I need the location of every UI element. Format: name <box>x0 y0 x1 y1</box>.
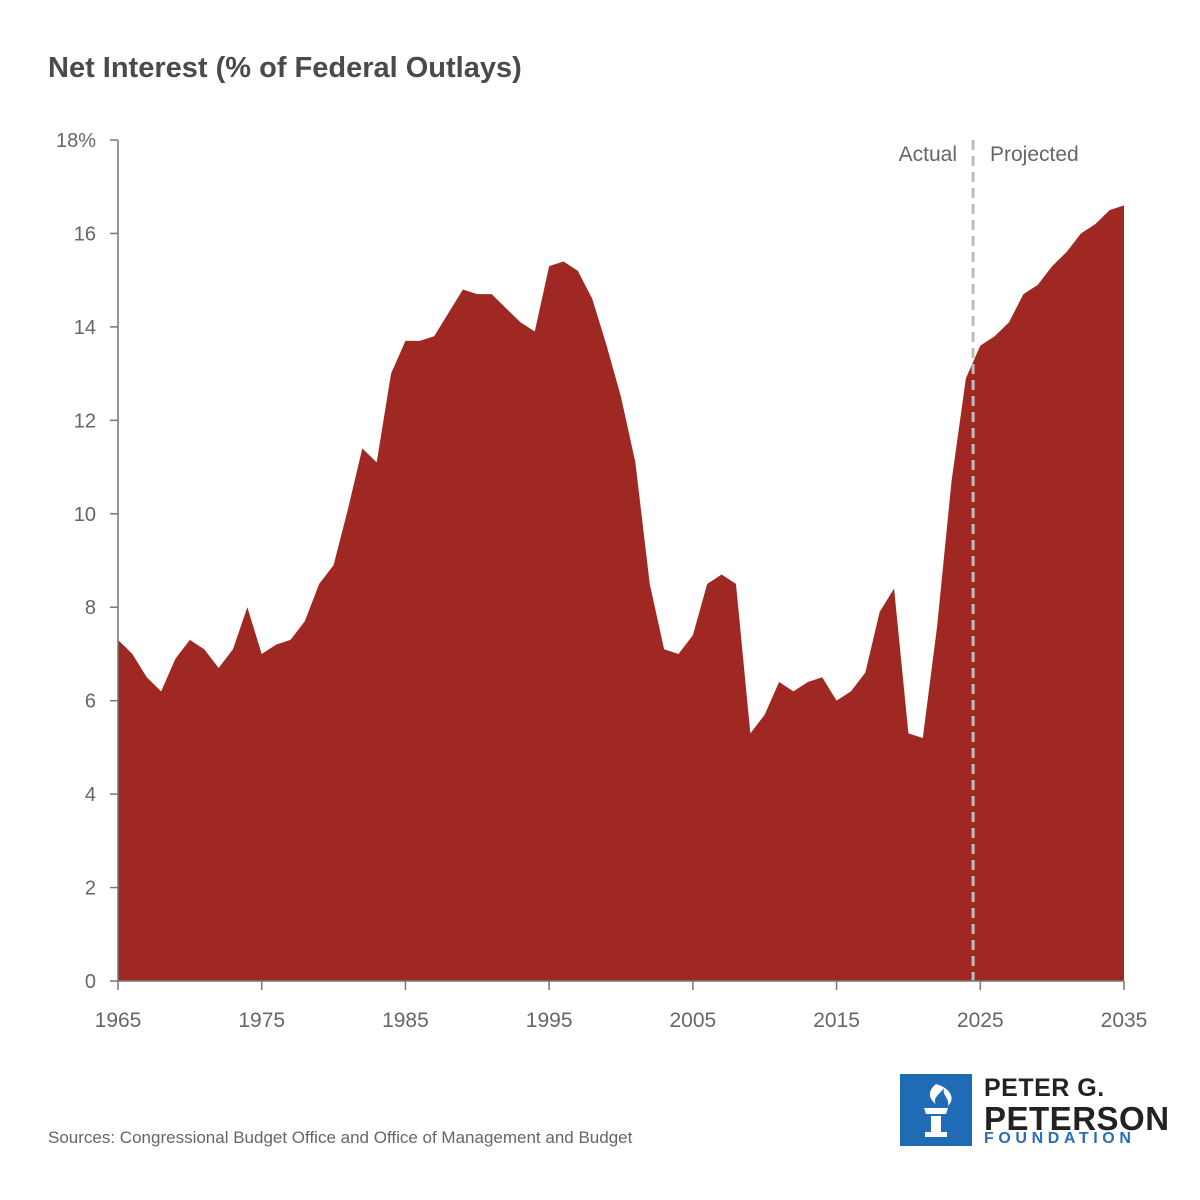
data-point-2016 <box>848 688 854 694</box>
x-tick-label-2005: 2005 <box>669 1009 716 1032</box>
data-point-1988 <box>446 310 452 316</box>
x-tick-label-2035: 2035 <box>1101 1009 1148 1032</box>
data-point-2009 <box>747 730 753 736</box>
net-interest-area <box>118 205 1124 981</box>
data-point-2010 <box>762 712 768 718</box>
data-point-2012 <box>790 688 796 694</box>
data-point-1999 <box>604 343 610 349</box>
data-point-1972 <box>216 665 222 671</box>
data-point-2031 <box>1064 249 1070 255</box>
y-tick-label-16: 16 <box>74 223 96 245</box>
data-point-1986 <box>417 338 423 344</box>
data-point-1995 <box>546 263 552 269</box>
data-point-2013 <box>805 679 811 685</box>
y-tick-label-4: 4 <box>85 784 96 806</box>
data-point-2017 <box>862 670 868 676</box>
logo-text-line1: PETER G. <box>984 1074 1105 1102</box>
data-point-1991 <box>489 291 495 297</box>
data-point-1981 <box>345 506 351 512</box>
data-point-2035 <box>1121 202 1127 208</box>
y-tick-label-0: 0 <box>85 971 96 993</box>
data-point-2024 <box>963 375 969 381</box>
data-point-2004 <box>675 651 681 657</box>
y-tick-label-6: 6 <box>85 691 96 713</box>
data-point-2022 <box>934 623 940 629</box>
data-point-1970 <box>187 637 193 643</box>
x-tick-label-1975: 1975 <box>238 1009 285 1032</box>
data-point-2015 <box>834 698 840 704</box>
data-point-1973 <box>230 646 236 652</box>
data-point-2034 <box>1107 207 1113 213</box>
data-point-2030 <box>1049 263 1055 269</box>
data-point-2002 <box>647 581 653 587</box>
x-tick-label-2015: 2015 <box>813 1009 860 1032</box>
data-point-2006 <box>704 581 710 587</box>
data-point-1976 <box>273 642 279 648</box>
data-point-1984 <box>388 371 394 377</box>
data-point-1983 <box>374 459 380 465</box>
data-point-1971 <box>201 646 207 652</box>
data-point-2026 <box>992 333 998 339</box>
data-point-1975 <box>259 651 265 657</box>
data-point-1982 <box>359 445 365 451</box>
data-point-2021 <box>920 735 926 741</box>
data-point-2025 <box>977 343 983 349</box>
data-point-2027 <box>1006 319 1012 325</box>
y-tick-label-12: 12 <box>74 410 96 432</box>
data-point-1990 <box>474 291 480 297</box>
data-point-1979 <box>316 581 322 587</box>
data-point-2008 <box>733 581 739 587</box>
chart-title: Net Interest (% of Federal Outlays) <box>48 52 522 84</box>
x-tick-label-2025: 2025 <box>957 1009 1004 1032</box>
data-point-2032 <box>1078 230 1084 236</box>
data-point-1998 <box>589 296 595 302</box>
data-point-1997 <box>575 268 581 274</box>
data-point-1985 <box>402 338 408 344</box>
data-point-2020 <box>905 730 911 736</box>
data-point-2029 <box>1035 282 1041 288</box>
data-point-1989 <box>460 287 466 293</box>
x-tick-label-1985: 1985 <box>382 1009 429 1032</box>
data-point-2028 <box>1020 291 1026 297</box>
projected-label: Projected <box>990 143 1079 166</box>
data-point-1966 <box>129 651 135 657</box>
logo-text-line2: PETERSON <box>984 1100 1170 1137</box>
data-point-2018 <box>877 609 883 615</box>
torch-icon <box>900 1074 972 1146</box>
y-tick-label-2: 2 <box>85 878 96 900</box>
data-point-1987 <box>431 333 437 339</box>
data-point-1977 <box>287 637 293 643</box>
data-point-2003 <box>661 646 667 652</box>
peterson-logo[interactable]: PETER G. PETERSON FOUNDATION <box>900 1074 1169 1148</box>
data-point-2023 <box>949 478 955 484</box>
logo-text-line3: FOUNDATION <box>984 1130 1136 1147</box>
y-tick-label-8: 8 <box>85 597 96 619</box>
data-point-2000 <box>618 394 624 400</box>
data-point-2007 <box>719 572 725 578</box>
x-tick-label-1995: 1995 <box>526 1009 573 1032</box>
data-point-1978 <box>302 618 308 624</box>
data-point-2033 <box>1092 221 1098 227</box>
y-tick-label-14: 14 <box>74 317 96 339</box>
source-note: Sources: Congressional Budget Office and… <box>48 1128 633 1147</box>
data-point-2001 <box>632 459 638 465</box>
data-point-2011 <box>776 679 782 685</box>
data-point-1969 <box>172 656 178 662</box>
data-point-1993 <box>517 319 523 325</box>
y-tick-label-18: 18% <box>56 130 96 152</box>
data-point-2019 <box>891 586 897 592</box>
actual-label: Actual <box>899 143 957 166</box>
x-tick-label-1965: 1965 <box>95 1009 142 1032</box>
data-point-1968 <box>158 688 164 694</box>
data-point-1996 <box>561 258 567 264</box>
data-point-1980 <box>331 562 337 568</box>
data-point-1967 <box>144 674 150 680</box>
data-point-2014 <box>819 674 825 680</box>
data-point-1974 <box>244 604 250 610</box>
data-point-1992 <box>503 305 509 311</box>
data-point-1994 <box>532 329 538 335</box>
y-tick-label-10: 10 <box>74 504 96 526</box>
data-point-2005 <box>690 632 696 638</box>
